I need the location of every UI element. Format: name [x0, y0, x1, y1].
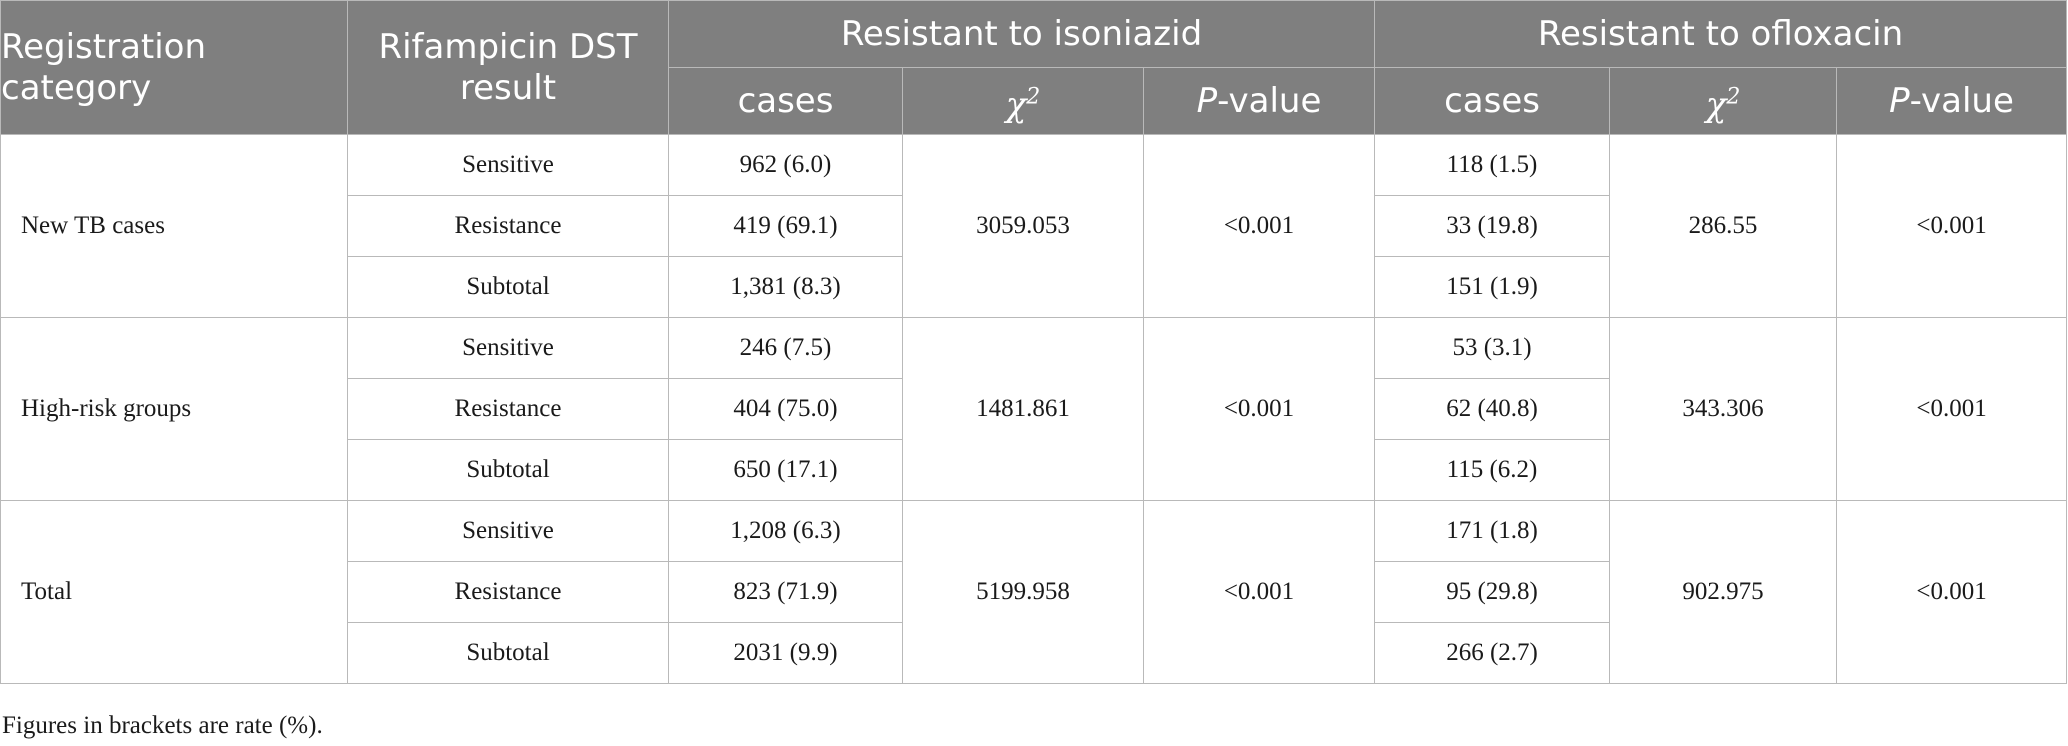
dst-result-cell: Sensitive — [347, 500, 669, 562]
table-body: New TB cases Sensitive 962 (6.0) 3059.05… — [0, 134, 2068, 684]
ofloxacin-cases-cell: 62 (40.8) — [1374, 378, 1611, 440]
p-italic: P — [1889, 80, 1910, 121]
isoniazid-cases-cell: 823 (71.9) — [668, 561, 903, 623]
ofloxacin-p-value-cell: <0.001 — [1836, 317, 2068, 501]
ofloxacin-cases-cell: 151 (1.9) — [1374, 256, 1611, 318]
isoniazid-chi2-cell: 5199.958 — [902, 500, 1144, 684]
isoniazid-cases-cell: 1,381 (8.3) — [668, 256, 903, 318]
ofloxacin-cases-cell: 171 (1.8) — [1374, 500, 1611, 562]
p-suffix: -value — [1217, 80, 1322, 121]
header-isoniazid-p-value: P-value — [1142, 67, 1376, 135]
isoniazid-cases-cell: 1,208 (6.3) — [668, 500, 903, 562]
chi-symbol: χ — [1705, 84, 1727, 125]
table-row: Subtotal 650 (17.1) 115 (6.2) — [1, 439, 2067, 501]
ofloxacin-cases-cell: 53 (3.1) — [1374, 317, 1611, 379]
dst-result-cell: Sensitive — [347, 317, 669, 379]
header-registration-category: Registration category — [0, 0, 348, 135]
isoniazid-cases-cell: 650 (17.1) — [668, 439, 903, 501]
isoniazid-cases-cell: 2031 (9.9) — [668, 622, 903, 684]
isoniazid-cases-cell: 419 (69.1) — [668, 195, 903, 257]
ofloxacin-chi2-cell: 343.306 — [1609, 317, 1838, 501]
table-row: New TB cases Sensitive 962 (6.0) 3059.05… — [0, 134, 2068, 318]
ofloxacin-p-value-cell: <0.001 — [1836, 500, 2068, 684]
ofloxacin-chi2-cell: 286.55 — [1609, 134, 1838, 318]
ofloxacin-cases-cell: 266 (2.7) — [1374, 622, 1611, 684]
p-suffix: -value — [1909, 80, 2014, 121]
table-header: Registration category Rifampicin DST res… — [0, 0, 2068, 135]
table-row: Resistance 404 (75.0) 62 (40.8) — [1, 378, 2067, 440]
chi-superscript: 2 — [1026, 84, 1041, 110]
header-resistant-to-isoniazid: Resistant to isoniazid — [667, 0, 1376, 68]
isoniazid-cases-cell: 246 (7.5) — [668, 317, 903, 379]
ofloxacin-cases-cell: 118 (1.5) — [1374, 134, 1611, 196]
dst-result-cell: Resistance — [347, 195, 669, 257]
chi-symbol: χ — [1005, 84, 1027, 125]
header-ofloxacin-chi-square: χ2 — [1609, 67, 1838, 135]
isoniazid-cases-cell: 404 (75.0) — [668, 378, 903, 440]
table-row: Subtotal 2031 (9.9) 266 (2.7) — [1, 622, 2067, 684]
category-cell: Total — [0, 500, 348, 684]
dst-result-cell: Resistance — [347, 378, 669, 440]
isoniazid-p-value-cell: <0.001 — [1142, 500, 1376, 684]
ofloxacin-cases-cell: 95 (29.8) — [1374, 561, 1611, 623]
header-resistant-to-ofloxacin: Resistant to ofloxacin — [1374, 0, 2068, 68]
header-ofloxacin-cases: cases — [1374, 67, 1611, 135]
category-cell: High-risk groups — [0, 317, 348, 501]
dst-result-cell: Resistance — [347, 561, 669, 623]
isoniazid-chi2-cell: 1481.861 — [902, 317, 1144, 501]
table-row: Resistance 419 (69.1) 33 (19.8) — [1, 195, 2067, 257]
table-footnote: Figures in brackets are rate (%). — [2, 712, 323, 739]
ofloxacin-cases-cell: 115 (6.2) — [1374, 439, 1611, 501]
isoniazid-chi2-cell: 3059.053 — [902, 134, 1144, 318]
ofloxacin-cases-cell: 33 (19.8) — [1374, 195, 1611, 257]
chi-superscript: 2 — [1726, 84, 1741, 110]
dst-result-cell: Subtotal — [347, 439, 669, 501]
table-row: Subtotal 1,381 (8.3) 151 (1.9) — [1, 256, 2067, 318]
dst-result-cell: Sensitive — [347, 134, 669, 196]
header-ofloxacin-p-value: P-value — [1836, 67, 2068, 135]
dst-result-cell: Subtotal — [347, 622, 669, 684]
header-rifampicin-dst-result: Rifampicin DST result — [347, 0, 669, 135]
p-italic: P — [1196, 80, 1218, 121]
isoniazid-p-value-cell: <0.001 — [1142, 134, 1376, 318]
ofloxacin-chi2-cell: 902.975 — [1609, 500, 1838, 684]
header-isoniazid-cases: cases — [668, 67, 903, 135]
table-row: Total Sensitive 1,208 (6.3) 5199.958 <0.… — [0, 500, 2068, 684]
ofloxacin-p-value-cell: <0.001 — [1836, 134, 2068, 318]
dst-result-cell: Subtotal — [347, 256, 669, 318]
category-cell: New TB cases — [0, 134, 348, 318]
results-table: Registration category Rifampicin DST res… — [0, 0, 2068, 684]
isoniazid-cases-cell: 962 (6.0) — [668, 134, 903, 196]
isoniazid-p-value-cell: <0.001 — [1142, 317, 1376, 501]
header-isoniazid-chi-square: χ2 — [902, 67, 1144, 135]
table-row: High-risk groups Sensitive 246 (7.5) 148… — [0, 317, 2068, 501]
